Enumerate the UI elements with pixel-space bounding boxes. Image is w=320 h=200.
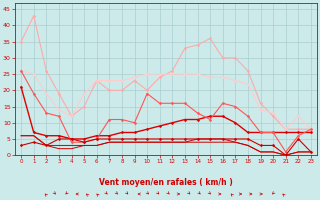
- X-axis label: Vent moyen/en rafales ( km/h ): Vent moyen/en rafales ( km/h ): [99, 178, 233, 187]
